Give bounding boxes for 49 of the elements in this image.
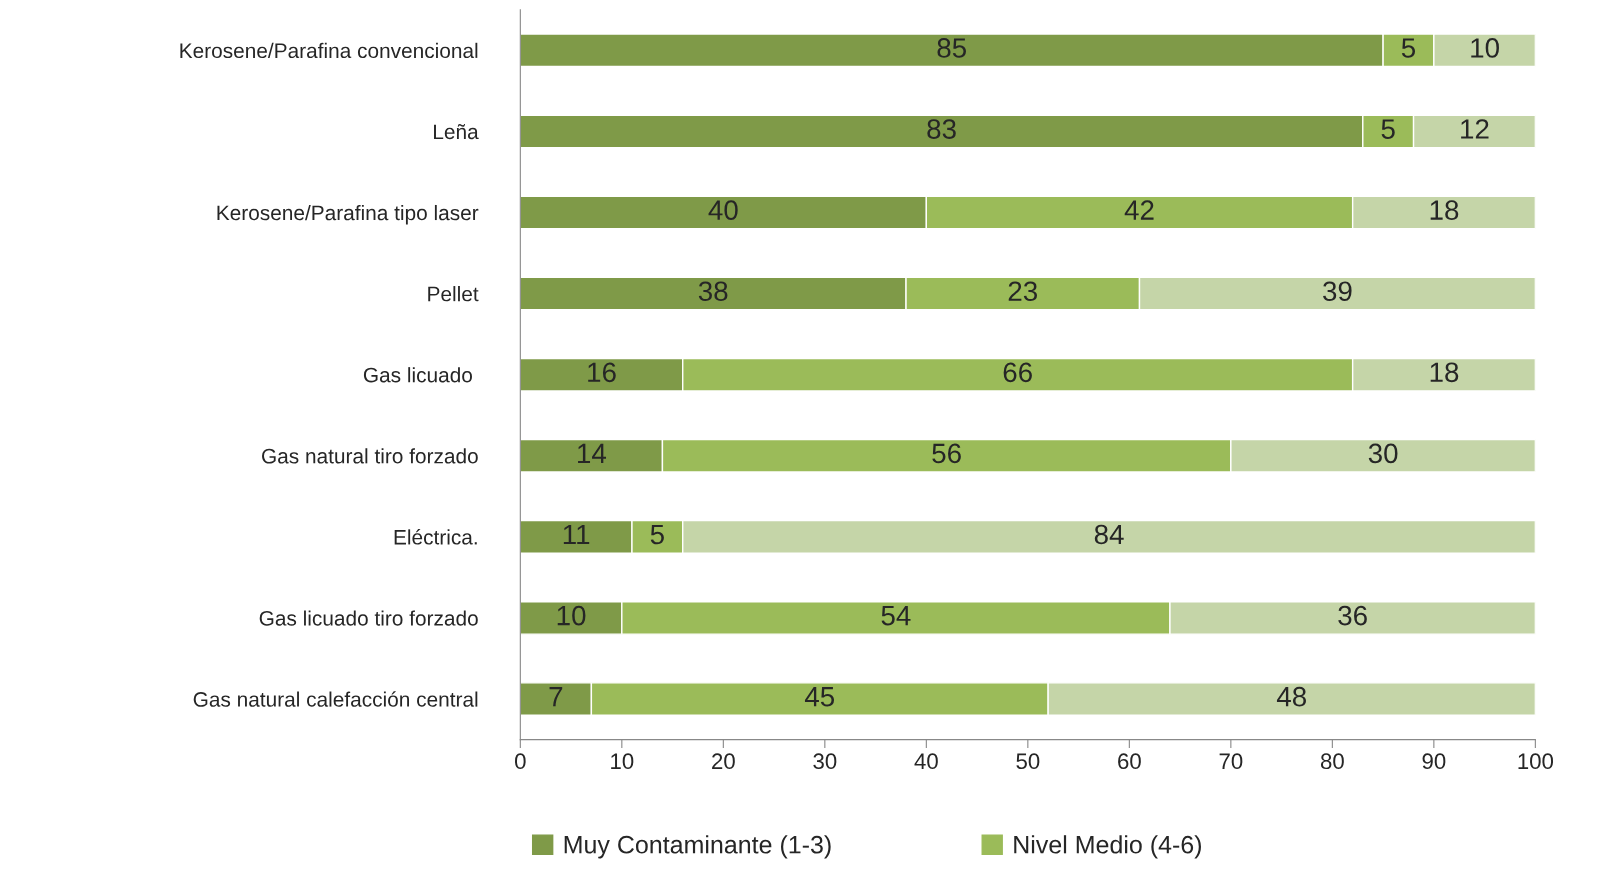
data-label: 39 [1323, 281, 1352, 302]
x-tick-label: 0 [515, 753, 526, 770]
data-label: 42 [1124, 200, 1154, 220]
y-tick-label: Gas natural tiro forzado [262, 448, 478, 464]
data-label: 16 [588, 362, 616, 383]
data-label: 36 [1338, 605, 1367, 626]
y-tick-label: Eléctrica. [394, 529, 477, 545]
data-label: 10 [557, 605, 586, 626]
data-label: 85 [937, 38, 966, 58]
data-label: 45 [804, 687, 835, 707]
data-label: 14 [578, 443, 607, 463]
legend-label: Nivel Medio (4-6) [1014, 835, 1201, 859]
data-label: 56 [932, 443, 961, 464]
y-tick-label: Kerosene/Parafina convencional [180, 42, 478, 59]
x-tick-label: 70 [1219, 753, 1243, 770]
x-tick-label: 40 [914, 753, 938, 770]
data-label: 23 [1008, 281, 1037, 302]
x-tick-label: 100 [1518, 753, 1554, 770]
data-label: 18 [1430, 362, 1459, 383]
data-label: 5 [650, 524, 664, 545]
data-label: 84 [1094, 524, 1124, 545]
y-tick-label: Gas licuado tiro forzado [259, 610, 478, 626]
x-tick-label: 80 [1320, 753, 1344, 770]
y-tick-label: Pellet [428, 286, 479, 302]
data-label: 10 [1471, 38, 1499, 58]
data-label: 40 [708, 200, 738, 220]
y-tick-label: Kerosene/Parafina tipo laser [217, 204, 479, 225]
data-label: 12 [1461, 119, 1489, 139]
data-label: 5 [1401, 38, 1416, 58]
x-tick-label: 50 [1016, 753, 1040, 770]
y-tick-label: Gas natural calefacción central [193, 691, 478, 707]
x-tick-label: 90 [1422, 753, 1446, 770]
x-tick-label: 60 [1118, 753, 1141, 770]
data-label: 66 [1003, 362, 1032, 383]
x-tick-label: 10 [611, 753, 634, 770]
data-label: 48 [1276, 686, 1306, 707]
x-tick-label: 20 [712, 753, 735, 770]
data-label: 5 [1381, 119, 1395, 139]
data-label: 83 [927, 119, 956, 139]
data-label: 7 [549, 687, 563, 707]
data-label: 30 [1368, 443, 1398, 464]
y-tick-label: Gas licuado [363, 367, 472, 383]
legend-label: Muy Contaminante (1-3) [564, 835, 831, 859]
data-label: 38 [698, 281, 728, 302]
y-tick-label: Leña [434, 124, 479, 140]
data-label: 54 [881, 606, 911, 626]
data-label: 11 [563, 524, 590, 545]
data-label: 18 [1430, 200, 1459, 220]
x-tick-label: 30 [813, 753, 837, 770]
